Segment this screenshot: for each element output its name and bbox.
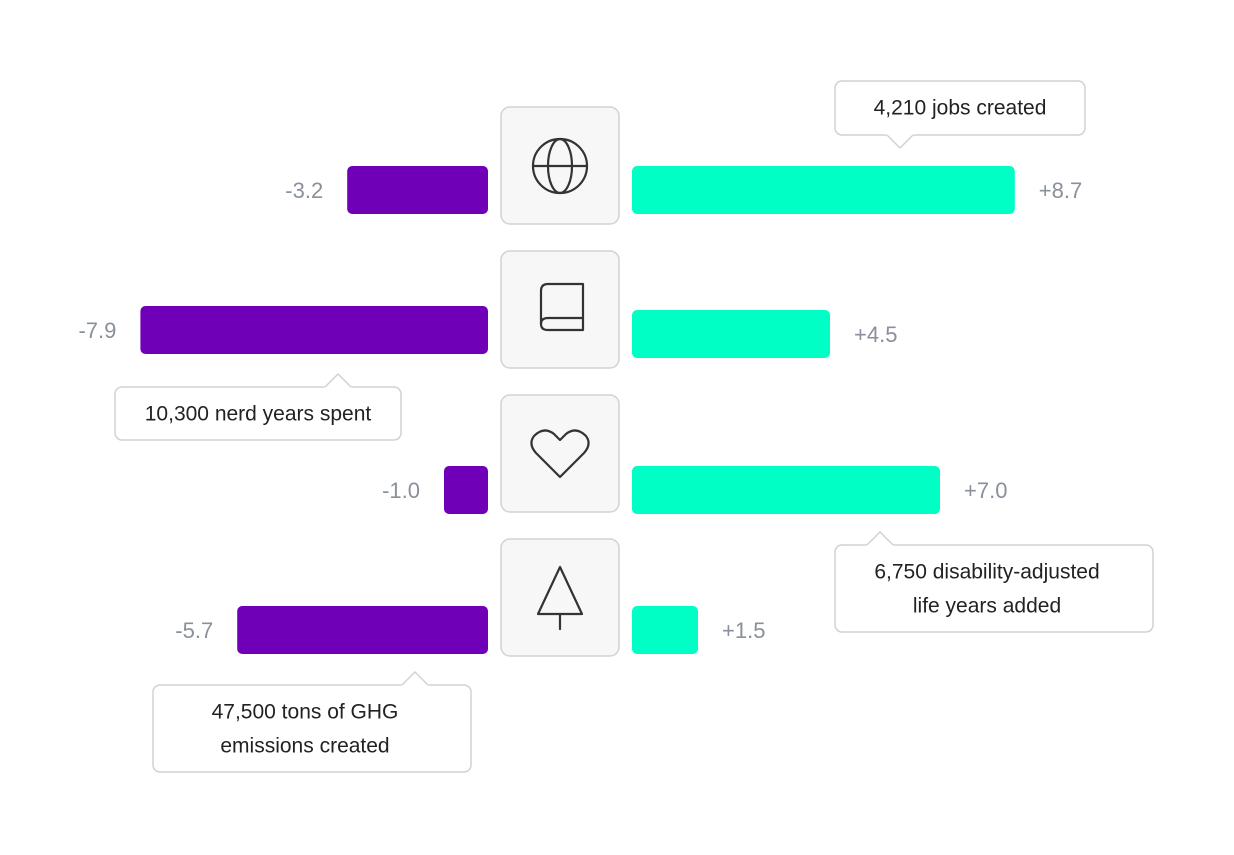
heart-icon xyxy=(530,429,590,479)
bar xyxy=(237,606,488,654)
annotation: 4,210 jobs created xyxy=(834,80,1086,150)
icon-tile xyxy=(500,538,620,657)
bar xyxy=(444,466,488,514)
bar xyxy=(632,466,940,514)
annotation: 6,750 disability-adjusted life years add… xyxy=(834,530,1154,633)
icon-tile xyxy=(500,250,620,369)
value-label: -7.9 xyxy=(78,318,116,343)
value-label: +7.0 xyxy=(964,478,1007,503)
annotation: 47,500 tons of GHG emissions created xyxy=(152,670,472,773)
annotation-text: 6,750 disability-adjusted xyxy=(874,561,1099,584)
icon-tiles xyxy=(500,106,620,657)
annotation-text: 4,210 jobs created xyxy=(874,97,1047,120)
book-icon xyxy=(539,282,585,332)
bar xyxy=(140,306,488,354)
value-label: +4.5 xyxy=(854,322,897,347)
value-label: -3.2 xyxy=(285,178,323,203)
annotation-text: 10,300 nerd years spent xyxy=(145,403,372,426)
value-label: -1.0 xyxy=(382,478,420,503)
bar xyxy=(632,606,698,654)
annotation: 10,300 nerd years spent xyxy=(114,372,402,441)
value-label: -5.7 xyxy=(175,618,213,643)
globe-icon xyxy=(531,137,589,195)
value-label: +1.5 xyxy=(722,618,765,643)
annotation-text: 47,500 tons of GHG xyxy=(212,701,399,724)
bar xyxy=(632,310,830,358)
annotation-text: emissions created xyxy=(220,735,389,758)
annotation-text: life years added xyxy=(913,595,1061,618)
value-label: +8.7 xyxy=(1039,178,1082,203)
icon-tile xyxy=(500,394,620,513)
tree-icon xyxy=(536,565,584,631)
bar xyxy=(347,166,488,214)
bar xyxy=(632,166,1015,214)
